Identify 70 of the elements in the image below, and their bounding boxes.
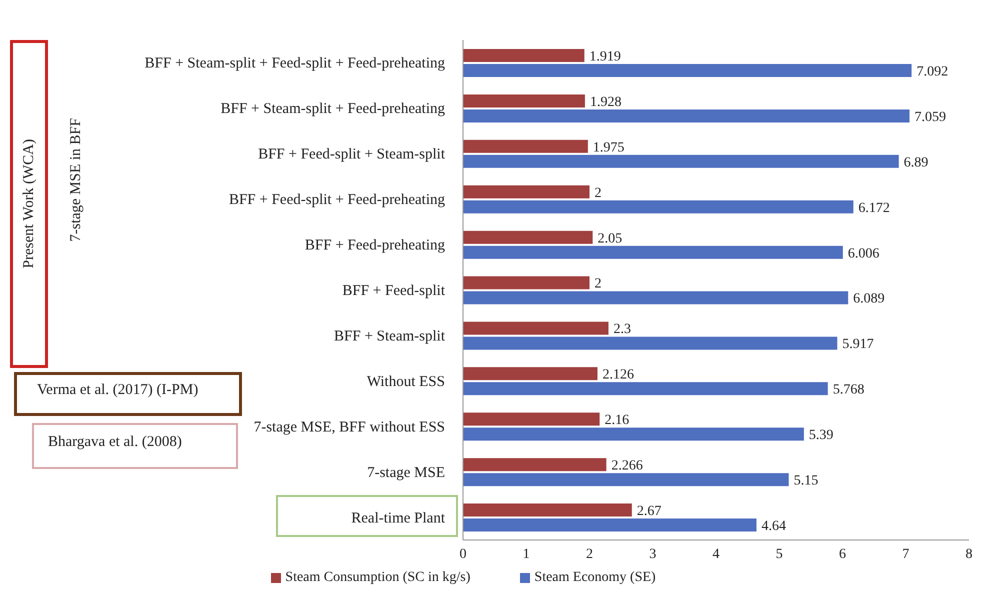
y-tick-label: BFF + Steam-split	[334, 328, 446, 344]
legend-label: Steam Consumption (SC in kg/s)	[285, 570, 470, 585]
x-tick-label: 6	[839, 546, 846, 562]
data-label: 2	[594, 276, 602, 292]
bar	[463, 94, 585, 108]
bar	[463, 140, 588, 153]
text: 7-stage MSE in BFF	[68, 118, 85, 242]
data-label: 7.092	[916, 64, 948, 80]
y-tick-label: BFF + Steam-split + Feed-preheating	[220, 101, 446, 118]
bar	[463, 473, 789, 486]
data-label: 7.059	[914, 110, 946, 125]
bar	[463, 154, 899, 168]
bar	[463, 367, 598, 380]
y-tick-label: BFF + Feed-split	[342, 283, 446, 299]
data-label: 2.16	[604, 413, 630, 428]
y-tick-label: 7-stage MSE, BFF without ESS	[254, 419, 445, 436]
data-label: 1.975	[592, 140, 624, 156]
y-tick-label: Without ESS	[366, 374, 445, 390]
bar	[463, 291, 848, 304]
frame-box: Present Work (WCA)	[10, 40, 48, 368]
x-tick-label: 5	[776, 546, 783, 562]
bar	[463, 428, 804, 441]
legend-label: Steam Economy (SE)	[534, 570, 656, 585]
bar	[463, 246, 843, 259]
x-tick-label: 1	[522, 546, 530, 562]
frame-box: Bhargava et al. (2008)	[32, 423, 238, 469]
x-tick-label: 3	[649, 546, 656, 562]
data-label: 5.917	[842, 337, 874, 352]
bar	[463, 230, 593, 244]
data-label: 2	[594, 186, 602, 201]
data-label: 6.089	[853, 292, 885, 307]
x-tick-label: 4	[712, 546, 720, 562]
bar	[463, 276, 590, 290]
x-tick-label: 0	[460, 546, 466, 562]
bar	[463, 382, 828, 396]
bar	[463, 185, 590, 198]
y-tick-label: BFF + Steam-split + Feed-split + Feed-preheating	[144, 56, 446, 72]
bar	[463, 458, 606, 472]
y-tick-label: BFF + Feed-split + Steam-split	[258, 146, 446, 163]
data-label: 6.006	[848, 246, 880, 262]
y-tick-label: Real-time Plant	[351, 510, 446, 526]
bar	[463, 49, 584, 62]
x-tick-label: 2	[586, 546, 593, 562]
y-tick-label: 7-stage MSE	[367, 464, 445, 481]
bar	[463, 336, 838, 350]
y-tick-label: BFF + Feed-split + Feed-preheating	[228, 192, 446, 208]
frame-box: Verma et al. (2017) (I-PM)	[14, 372, 242, 416]
data-label: 6.172	[858, 200, 890, 216]
bar	[463, 412, 600, 426]
data-label: 2.3	[613, 322, 631, 338]
data-label: 2.67	[636, 504, 662, 520]
data-label: 5.15	[794, 474, 818, 489]
y-tick-label: BFF + Feed-preheating	[304, 238, 446, 254]
bar	[463, 200, 854, 214]
bar	[463, 322, 608, 335]
data-label: 5.39	[808, 428, 834, 444]
x-tick-label: 7	[902, 546, 910, 562]
bar	[463, 518, 756, 532]
data-label: 1.919	[589, 49, 621, 64]
x-tick-label: 8	[966, 546, 972, 562]
data-label: 2.126	[602, 368, 634, 383]
data-label: 2.266	[611, 458, 643, 474]
bar	[463, 109, 910, 122]
data-label: 5.768	[832, 382, 864, 398]
bar	[463, 504, 632, 517]
bar	[463, 64, 912, 77]
data-label: 6.89	[904, 155, 928, 170]
data-label: 2.05	[598, 231, 622, 246]
data-label: 4.64	[761, 519, 786, 534]
data-label: 1.928	[590, 94, 622, 110]
